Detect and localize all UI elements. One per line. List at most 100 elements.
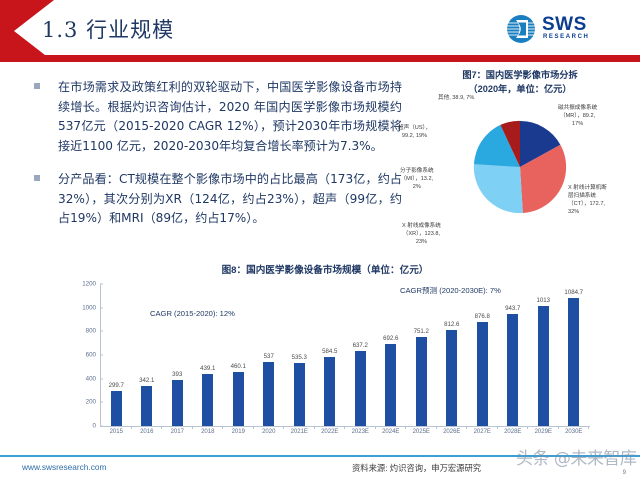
bar-cell: 393 — [162, 284, 193, 426]
sws-logo: SWS RESEARCH — [506, 13, 626, 45]
pie-label-other: 其他, 38.9, 7% — [438, 95, 475, 101]
bar[interactable]: 812.6 — [444, 321, 459, 426]
bar[interactable]: 1013 — [536, 297, 550, 426]
bar[interactable]: 439.1 — [200, 365, 215, 426]
x-tick-label: 2016 — [140, 429, 154, 435]
x-tick-mark — [437, 426, 468, 429]
y-tick-label: 800 — [85, 327, 96, 335]
bar[interactable]: 342.1 — [139, 377, 154, 426]
body-text-column: 在市场需求及政策红利的双轮驱动下，中国医学影像设备市场持续增长。根据灼识咨询估计… — [34, 78, 402, 243]
pie-title-line1: 图7：国内医学影像市场分拆 — [462, 70, 578, 80]
bar-cell: 1084.7 — [559, 284, 590, 426]
y-tick-label: 1000 — [82, 304, 96, 312]
bar[interactable]: 1084.7 — [564, 289, 583, 426]
pie-chart-graphic — [471, 118, 569, 216]
bar-chart-panel: 图8：国内医学影像设备市场规模（单位：亿元） 0 200 400 600 800 1000… — [60, 262, 590, 454]
slide-header: 1.3 行业规模 SWS RESEARCH — [0, 0, 640, 62]
x-tick-mark — [284, 426, 315, 429]
bar[interactable]: 393 — [171, 371, 183, 426]
x-tick-mark — [528, 426, 559, 429]
y-tick-mark — [100, 283, 103, 285]
x-tick-mark — [193, 426, 224, 429]
x-tick-mark — [101, 426, 132, 429]
x-tick-label: 2020 — [262, 429, 276, 435]
y-tick-label: 1200 — [82, 280, 96, 288]
bar[interactable]: 299.7 — [109, 382, 124, 426]
x-tick-mark — [498, 426, 529, 429]
x-tick-labels: 2015 2016 2017 2018 2019 2020 2021E 2022E 2023E 2… — [101, 429, 589, 435]
x-tick-label: 2015 — [109, 429, 123, 435]
bar[interactable]: 535.3 — [292, 354, 307, 426]
bullet-text: 分产品看：CT规模在整个影像市场中的占比最高（173亿，约占32%），其次分别为… — [58, 172, 402, 225]
bar-cell: 537 — [254, 284, 285, 426]
x-tick-group — [101, 426, 589, 429]
bar[interactable]: 584.5 — [322, 348, 337, 426]
x-tick-label: 2021E — [290, 429, 308, 435]
pie-slice-us — [474, 124, 520, 167]
pie-slice-mr — [520, 120, 561, 167]
bar-cell: 439.1 — [193, 284, 224, 426]
bar-series: 299.7 342.1 393 439.1 460.1 537 535.3 584.5 637.… — [101, 284, 589, 426]
pie-label-xr: X 射线成像系统 （XR），123.8, 23% — [402, 223, 441, 245]
bar[interactable]: 537 — [263, 353, 275, 426]
logo-subtext: RESEARCH — [543, 34, 590, 40]
bullet-text: 在市场需求及政策红利的双轮驱动下，中国医学影像设备市场持续增长。根据灼识咨询估计… — [58, 80, 402, 153]
x-tick-mark — [315, 426, 346, 429]
bar-value-label: 943.7 — [505, 305, 521, 313]
logo-wordmark: SWS — [542, 14, 587, 35]
x-tick-label: 2026E — [443, 429, 461, 435]
pie-chart-panel: 图7：国内医学影像市场分拆 （2020年，单位：亿元） 磁共振成像系统 — [398, 62, 640, 262]
bar-value-label: 1013 — [536, 297, 551, 305]
bar-value-label: 535.3 — [291, 353, 307, 361]
y-tick-mark — [100, 378, 103, 380]
bar[interactable]: 460.1 — [231, 363, 246, 426]
bar-cell: 1013 — [528, 284, 559, 426]
bar-value-label: 637.2 — [352, 341, 368, 349]
y-tick-label: 600 — [85, 351, 96, 359]
pie-label-us: 超声（US）， 99.2, 19% — [398, 125, 431, 139]
pie-label-mi: 分子影像系统 （MI），13.2, 2% — [400, 168, 434, 190]
x-tick-label: 2029E — [534, 429, 552, 435]
bar-value-label: 751.2 — [413, 328, 429, 336]
pie-label-mr: 磁共振成像系统 （MR），89.2, 17% — [558, 105, 598, 127]
x-tick-mark — [162, 426, 193, 429]
sws-globe-logo-icon — [506, 15, 536, 43]
bar-value-label: 393 — [172, 370, 183, 378]
bar-cell: 460.1 — [223, 284, 254, 426]
pie-label-ct: X 射线计算机断 层扫描系统 （CT），172.7, 32% — [568, 185, 607, 215]
bar-cell: 299.7 — [101, 284, 132, 426]
x-tick-mark — [406, 426, 437, 429]
bullet-item: 分产品看：CT规模在整个影像市场中的占比最高（173亿，约占32%），其次分别为… — [34, 170, 402, 229]
bar[interactable]: 637.2 — [353, 342, 368, 426]
annotation-cagr-historical: CAGR (2015-2020): 12% — [150, 309, 235, 318]
bullet-item: 在市场需求及政策红利的双轮驱动下，中国医学影像设备市场持续增长。根据灼识咨询估计… — [34, 78, 402, 156]
watermark-text: 头条 @未来智库 — [516, 449, 637, 469]
bar[interactable]: 876.8 — [475, 313, 490, 426]
header-red-rule — [24, 55, 640, 62]
bar-value-label: 1084.7 — [564, 288, 584, 296]
x-tick-label: 2028E — [504, 429, 522, 435]
footer-website-link[interactable]: www.swsresearch.com — [22, 462, 107, 472]
bar[interactable]: 692.6 — [383, 335, 398, 426]
x-tick-label: 2022E — [321, 429, 339, 435]
pie-slice-ct — [520, 144, 567, 213]
annotation-cagr-forecast: CAGR预测 (2020-2030E): 7% — [400, 286, 501, 295]
x-axis — [100, 426, 590, 427]
pie-svg — [473, 120, 567, 214]
bar[interactable]: 751.2 — [414, 328, 429, 426]
bar-value-label: 692.6 — [383, 335, 399, 343]
bar[interactable]: 943.7 — [505, 305, 520, 426]
bar-cell: 692.6 — [376, 284, 407, 426]
bar-value-label: 439.1 — [200, 365, 216, 373]
x-tick-mark — [223, 426, 254, 429]
x-tick-label: 2017 — [170, 429, 184, 435]
bar-cell: 637.2 — [345, 284, 376, 426]
x-tick-label: 2030E — [565, 429, 583, 435]
y-tick-label: 400 — [85, 375, 96, 383]
y-tick-label: 200 — [85, 398, 96, 406]
x-tick-mark — [345, 426, 376, 429]
pie-slice-other — [500, 120, 520, 167]
bullet-square-icon — [34, 175, 40, 181]
bar-cell: 751.2 — [406, 284, 437, 426]
x-tick-label: 2027E — [473, 429, 491, 435]
